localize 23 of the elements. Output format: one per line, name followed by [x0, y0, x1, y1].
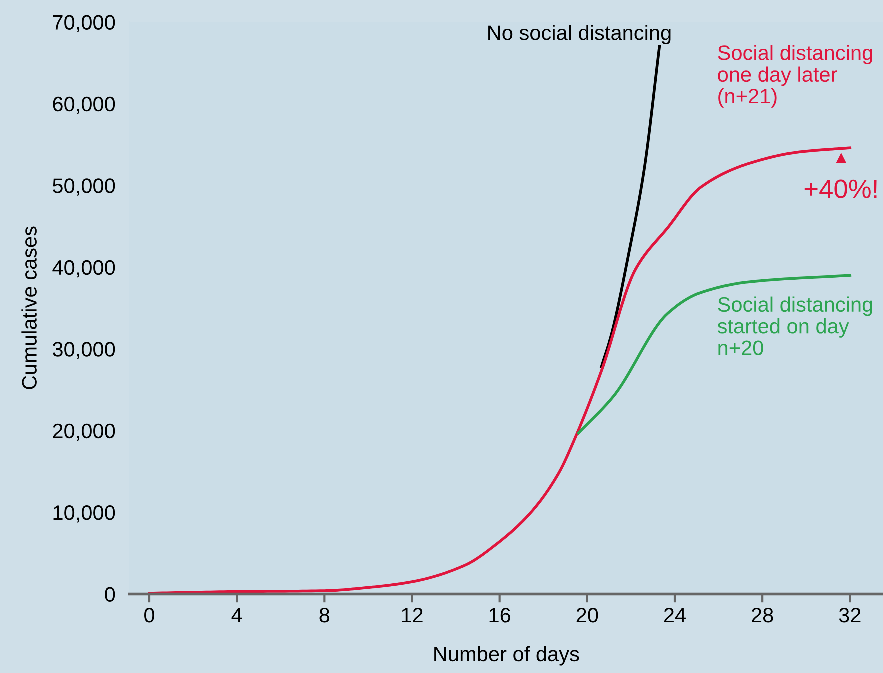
y-tick-label: 10,000 [54, 506, 116, 523]
y-tick-label: 40,000 [52, 260, 116, 278]
x-tick-label: 0 [144, 608, 154, 623]
y-tick-label: 60,000 [53, 96, 116, 114]
x-tick-label: 4 [232, 608, 242, 623]
x-tick-label: 12 [402, 608, 423, 623]
text: Social distancing one day later (n+21) [718, 45, 872, 108]
y-tick-label: 70,000 [53, 15, 116, 32]
x-tick-label: 16 [490, 608, 511, 623]
y-tick-label: 30,000 [52, 342, 116, 360]
annotation: +40%! [804, 180, 877, 198]
y-axis-title: Cumulative cases [22, 226, 37, 390]
x-tick-label: 8 [320, 608, 330, 623]
x-tick-label: 28 [752, 608, 774, 623]
x-axis-title: Number of days [434, 646, 580, 666]
y-tick-label: 0 [105, 587, 116, 602]
series-label: Social distancing started on day n+20 [718, 296, 872, 356]
y-tick-label: 50,000 [53, 178, 116, 196]
series-label: No social distancing [488, 25, 671, 44]
y-tick-label: 20,000 [53, 424, 116, 442]
x-tick-label: 20 [576, 608, 598, 623]
x-tick-label: 24 [664, 608, 686, 623]
x-tick-label: 32 [839, 608, 861, 623]
